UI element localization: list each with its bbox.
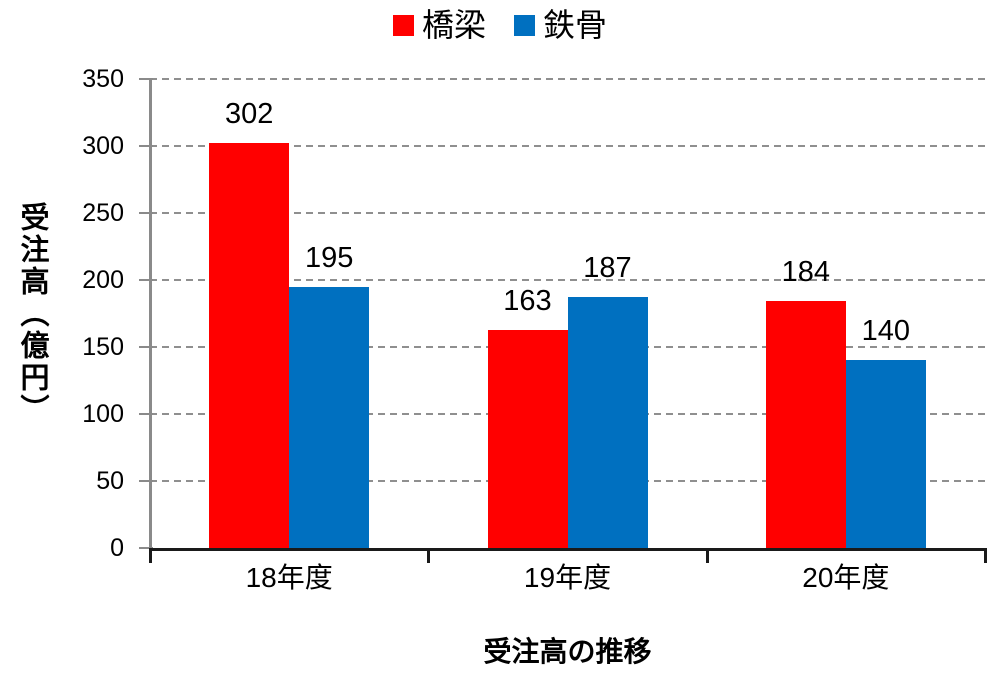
bar-value-label: 302 xyxy=(224,98,274,131)
y-tick-label-250: 250 xyxy=(82,199,124,227)
legend-swatch-steel-icon xyxy=(514,14,535,36)
x-category-label-18年度: 18年度 xyxy=(245,562,333,593)
gridline-250 xyxy=(150,212,985,214)
y-axis-title-wrap: 受注高（億円） xyxy=(10,79,54,548)
gridline-200 xyxy=(150,279,985,281)
bar-value-label: 195 xyxy=(304,241,354,274)
y-tick-300 xyxy=(139,145,153,147)
y-tick-label-200: 200 xyxy=(82,266,124,294)
legend-label-steel: 鉄骨 xyxy=(543,7,608,43)
x-tick-0 xyxy=(149,548,152,563)
gridline-350 xyxy=(150,78,985,80)
bar-橋梁-20年度[interactable] xyxy=(765,301,846,548)
bar-value-label: 184 xyxy=(781,256,831,289)
bar-橋梁-19年度[interactable] xyxy=(487,329,568,548)
y-tick-label-300: 300 xyxy=(82,132,124,160)
x-category-label-19年度: 19年度 xyxy=(523,562,612,593)
y-tick-250 xyxy=(139,212,153,214)
y-tick-label-350: 350 xyxy=(82,65,124,93)
legend-item-bridge[interactable]: 橋梁 xyxy=(392,6,486,44)
legend-label-bridge: 橋梁 xyxy=(421,7,486,43)
y-tick-label-0: 0 xyxy=(110,534,124,562)
x-tick-1 xyxy=(427,548,431,563)
y-tick-100 xyxy=(139,413,153,415)
x-category-label-20年度: 20年度 xyxy=(802,562,890,593)
legend-swatch-bridge-icon xyxy=(392,14,414,36)
chart-legend: 橋梁 鉄骨 xyxy=(0,6,1000,44)
y-tick-label-100: 100 xyxy=(82,400,124,428)
y-tick-50 xyxy=(139,480,153,482)
bar-value-label: 163 xyxy=(503,284,552,317)
bar-橋梁-18年度[interactable] xyxy=(209,143,290,548)
y-tick-200 xyxy=(139,279,153,281)
bar-value-label: 187 xyxy=(583,252,632,285)
y-tick-label-150: 150 xyxy=(82,333,124,361)
bar-鉄骨-20年度[interactable] xyxy=(845,360,926,548)
y-axis-line xyxy=(149,79,152,548)
x-axis-line xyxy=(150,548,987,551)
bar-鉄骨-19年度[interactable] xyxy=(567,297,648,548)
chart-title: 受注高の推移 xyxy=(483,636,652,667)
x-tick-2 xyxy=(705,548,709,563)
y-tick-150 xyxy=(139,346,153,348)
legend-item-steel[interactable]: 鉄骨 xyxy=(514,6,607,44)
y-tick-350 xyxy=(139,78,153,80)
gridline-300 xyxy=(150,145,985,147)
bar-鉄骨-18年度[interactable] xyxy=(289,286,370,548)
y-axis-title: 受注高（億円） xyxy=(16,201,48,426)
y-tick-label-50: 50 xyxy=(96,467,124,495)
y-tick-0 xyxy=(139,547,153,549)
x-tick-3 xyxy=(984,548,987,563)
bar-value-label: 140 xyxy=(861,315,911,348)
